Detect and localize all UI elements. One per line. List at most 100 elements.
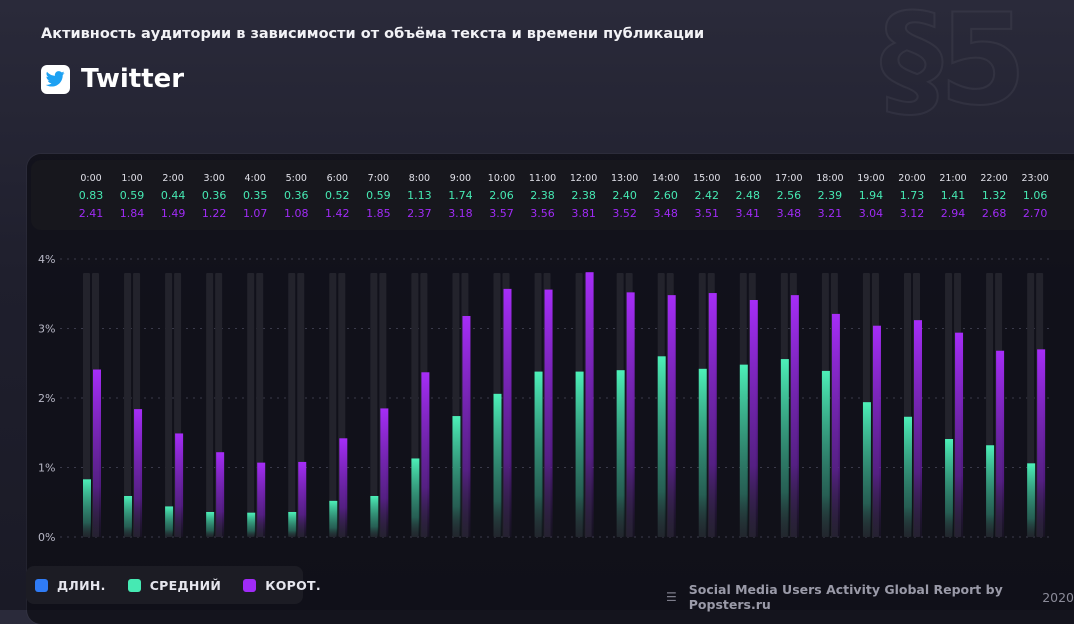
bar-medium	[329, 500, 338, 537]
bar-short	[790, 295, 799, 537]
bar-short	[462, 315, 471, 537]
bar-track	[247, 273, 255, 537]
bar-track	[370, 273, 378, 537]
x-tick-label: 17:00	[775, 173, 802, 184]
bar-track	[288, 273, 296, 537]
bar-short	[380, 408, 389, 537]
x-tick-label: 4:00	[245, 173, 266, 184]
y-tick-label: 1%	[38, 462, 55, 475]
data-label-medium: 1.94	[859, 189, 884, 202]
x-tick-label: 3:00	[203, 173, 224, 184]
data-label-medium: 1.06	[1023, 189, 1048, 202]
data-label-short: 1.22	[202, 207, 227, 220]
bar-medium	[247, 512, 256, 537]
data-label-medium: 2.42	[695, 189, 720, 202]
bar-short	[708, 293, 717, 537]
bar-short	[626, 292, 635, 537]
legend-label-short: КОРОТ.	[265, 577, 321, 593]
data-label-short: 1.49	[161, 207, 186, 220]
x-tick-label: 11:00	[529, 173, 556, 184]
data-label-medium: 1.32	[982, 189, 1007, 202]
data-label-short: 3.18	[448, 207, 473, 220]
data-label-short: 1.84	[120, 207, 145, 220]
data-label-medium: 1.41	[941, 189, 966, 202]
bar-medium	[534, 371, 543, 537]
bar-short	[667, 295, 676, 537]
data-label-medium: 1.74	[448, 189, 473, 202]
x-tick-label: 15:00	[693, 173, 720, 184]
y-tick-label: 0%	[38, 531, 55, 544]
x-tick-label: 1:00	[121, 173, 142, 184]
values-table	[31, 160, 1074, 230]
data-label-short: 3.52	[612, 207, 637, 220]
data-label-medium: 2.38	[530, 189, 555, 202]
footer: ☰ Social Media Users Activity Global Rep…	[666, 582, 1074, 612]
data-label-short: 2.68	[982, 207, 1007, 220]
legend-box	[26, 566, 303, 604]
legend-swatch-long	[35, 578, 48, 592]
bar-short	[93, 369, 101, 537]
bar-medium	[739, 364, 748, 537]
legend: ДЛИН. СРЕДНИЙ КОРОТ.	[26, 566, 334, 604]
x-tick-label: 20:00	[898, 173, 925, 184]
data-label-short: 3.41	[736, 207, 761, 220]
x-tick-label: 6:00	[327, 173, 348, 184]
data-label-short: 3.21	[818, 207, 843, 220]
footer-year: 2020	[1042, 589, 1074, 605]
data-label-short: 1.42	[325, 207, 350, 220]
bar-medium	[862, 402, 871, 537]
bar-medium	[288, 511, 297, 537]
bar-medium	[780, 359, 789, 537]
data-label-medium: 1.73	[900, 189, 925, 202]
data-label-short: 3.81	[571, 207, 596, 220]
x-tick-label: 9:00	[450, 173, 471, 184]
data-label-medium: 2.40	[612, 189, 637, 202]
section-number: §5	[879, 0, 1028, 134]
legend-item-short[interactable]: КОРОТ.	[243, 578, 321, 593]
bar-medium	[575, 371, 584, 537]
data-label-short: 3.48	[653, 207, 678, 220]
bar-medium	[1027, 463, 1036, 537]
bar-short	[585, 272, 594, 537]
x-tick-label: 16:00	[734, 173, 761, 184]
bar-medium	[411, 458, 420, 537]
bar-short	[134, 409, 143, 537]
data-label-medium: 2.38	[571, 189, 596, 202]
bar-medium	[124, 495, 133, 537]
bar-short	[421, 372, 430, 537]
bar-medium	[165, 506, 174, 537]
bar-short	[544, 289, 553, 537]
x-tick-label: 0:00	[80, 173, 101, 184]
x-tick-label: 12:00	[570, 173, 597, 184]
data-label-medium: 2.39	[818, 189, 843, 202]
data-label-short: 3.51	[695, 207, 720, 220]
bar-short	[831, 313, 840, 537]
footer-source: Social Media Users Activity Global Repor…	[688, 582, 1003, 612]
legend-item-long[interactable]: ДЛИН.	[35, 578, 106, 593]
data-label-short: 3.12	[900, 207, 925, 220]
bar-short	[175, 433, 184, 537]
bar-medium	[493, 393, 502, 537]
bar-short	[503, 288, 512, 537]
x-tick-label: 2:00	[162, 173, 183, 184]
platform-name: Twitter	[81, 64, 185, 94]
platform-header: Twitter	[41, 64, 184, 94]
legend-item-medium[interactable]: СРЕДНИЙ	[127, 578, 222, 593]
bar-short	[749, 300, 758, 537]
data-label-short: 3.04	[859, 207, 884, 220]
data-label-medium: 0.35	[243, 189, 268, 202]
twitter-bird-icon	[41, 64, 70, 94]
data-label-medium: 0.44	[161, 189, 186, 202]
data-label-medium: 0.52	[325, 189, 350, 202]
data-label-short: 1.08	[284, 207, 309, 220]
x-tick-label: 14:00	[652, 173, 679, 184]
menu-lines-icon: ☰	[666, 590, 677, 604]
y-tick-label: 3%	[38, 323, 55, 336]
data-label-medium: 0.36	[284, 189, 309, 202]
data-label-short: 1.85	[366, 207, 391, 220]
data-label-short: 2.37	[407, 207, 432, 220]
data-label-medium: 2.60	[653, 189, 678, 202]
y-tick-label: 4%	[38, 253, 55, 266]
x-tick-label: 22:00	[980, 173, 1007, 184]
bar-short	[1037, 349, 1046, 537]
